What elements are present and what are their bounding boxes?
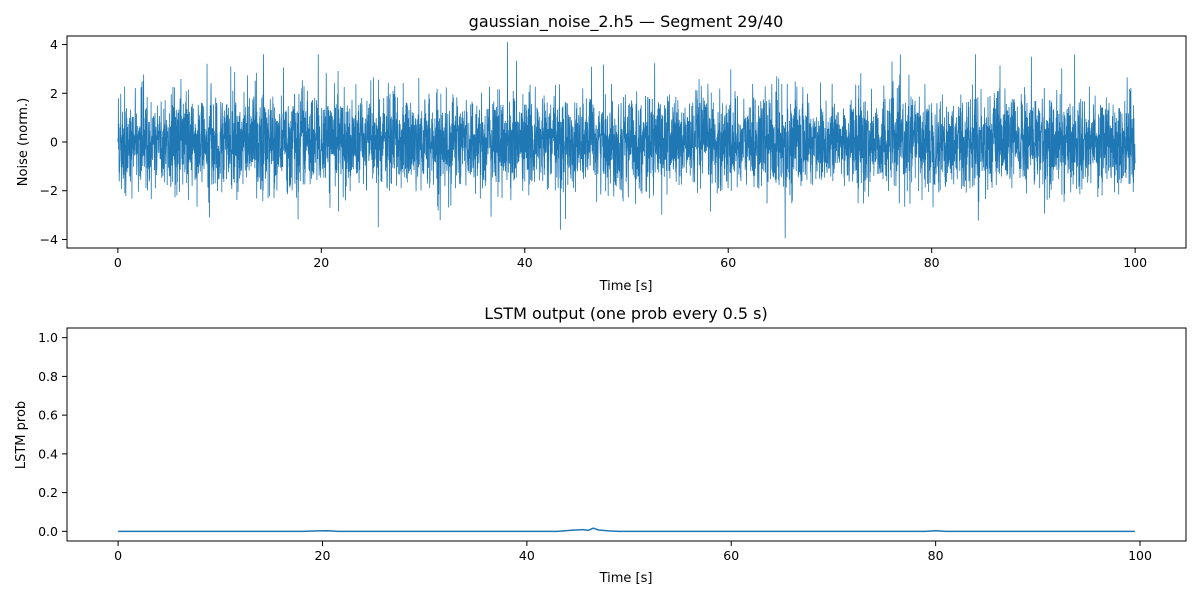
y-tick-label: 4 xyxy=(50,37,58,52)
x-tick-label: 0 xyxy=(114,548,122,563)
x-tick-label: 20 xyxy=(315,548,331,563)
noise-plot-area xyxy=(117,42,1136,239)
x-tick-label: 40 xyxy=(517,255,533,270)
x-tick-label: 80 xyxy=(924,255,940,270)
y-tick-label: 2 xyxy=(50,86,58,101)
noise-x-ticks: 0 20 40 60 80 100 xyxy=(114,248,1147,270)
y-tick-label: 0.2 xyxy=(38,485,58,500)
x-tick-label: 0 xyxy=(114,255,122,270)
x-tick-label: 100 xyxy=(1128,548,1152,563)
lstm-series-line xyxy=(118,527,1135,533)
noise-chart: gaussian_noise_2.h5 — Segment 29/40 0 20 4… xyxy=(16,12,1187,294)
lstm-chart: LSTM output (one prob every 0.5 s) 0 20 40… xyxy=(14,304,1187,586)
lstm-plot-area xyxy=(118,527,1135,533)
lstm-x-ticks: 0 20 40 60 80 100 xyxy=(114,541,1152,563)
noise-series-line xyxy=(117,42,1136,239)
noise-y-ticks: −4 −2 0 2 4 xyxy=(40,37,67,247)
y-tick-label: 0.0 xyxy=(38,524,58,539)
y-tick-label: −4 xyxy=(40,232,58,247)
y-tick-label: 0 xyxy=(50,135,58,150)
lstm-axes-frame xyxy=(66,327,1187,542)
noise-y-axis-label: Noise (norm.) xyxy=(16,98,31,186)
y-tick-label: 0.4 xyxy=(38,446,58,461)
noise-chart-title: gaussian_noise_2.h5 — Segment 29/40 xyxy=(469,12,784,32)
lstm-y-axis-label: LSTM prob xyxy=(14,401,29,469)
y-tick-label: −2 xyxy=(40,183,58,198)
x-tick-label: 60 xyxy=(720,255,736,270)
lstm-y-ticks: 0.0 0.2 0.4 0.6 0.8 1.0 xyxy=(38,330,67,539)
lstm-chart-title: LSTM output (one prob every 0.5 s) xyxy=(484,304,768,323)
y-tick-label: 0.6 xyxy=(38,408,58,423)
x-tick-label: 100 xyxy=(1123,255,1147,270)
y-tick-label: 0.8 xyxy=(38,369,58,384)
noise-x-axis-label: Time [s] xyxy=(599,279,653,294)
x-tick-label: 60 xyxy=(723,548,739,563)
x-tick-label: 40 xyxy=(519,548,535,563)
lstm-x-axis-label: Time [s] xyxy=(599,571,653,586)
x-tick-label: 20 xyxy=(313,255,329,270)
y-tick-label: 1.0 xyxy=(38,330,58,345)
x-tick-label: 80 xyxy=(928,548,944,563)
